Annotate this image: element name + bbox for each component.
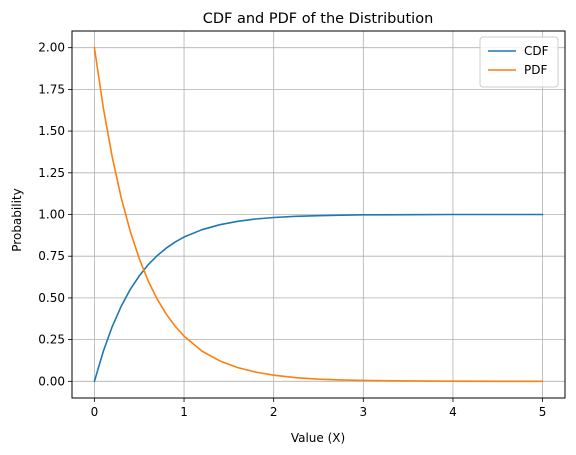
y-tick-label: 0.00 xyxy=(38,374,65,388)
series-line-pdf xyxy=(93,46,544,383)
y-tick-label: 1.50 xyxy=(38,124,65,138)
y-tick-label: 2.00 xyxy=(38,41,65,55)
legend-label-cdf: CDF xyxy=(524,44,549,58)
y-tick-label: 1.25 xyxy=(38,166,65,180)
x-tick-label: 5 xyxy=(539,405,547,419)
y-axis-ticks: 0.00 0.25 0.50 0.75 1.00 1.25 1.50 1.75 2.00 xyxy=(38,41,72,388)
y-tick-label: 0.50 xyxy=(38,291,65,305)
chart-title: CDF and PDF of the Distribution xyxy=(203,11,434,27)
y-tick-label: 1.75 xyxy=(38,82,65,96)
x-axis-label: Value (X) xyxy=(291,431,345,445)
y-axis-label: Probability xyxy=(10,188,24,251)
legend-label-pdf: PDF xyxy=(524,63,547,77)
legend-box xyxy=(479,36,559,88)
x-tick-label: 4 xyxy=(449,405,457,419)
x-tick-label: 3 xyxy=(359,405,367,419)
x-tick-label: 1 xyxy=(180,405,188,419)
x-tick-label: 0 xyxy=(91,405,99,419)
y-tick-label: 0.25 xyxy=(38,333,65,347)
y-tick-label: 0.75 xyxy=(38,249,65,263)
legend: CDF PDF xyxy=(479,36,559,88)
plot-area xyxy=(71,30,566,399)
x-axis-ticks: 0 1 2 3 4 5 xyxy=(91,398,547,419)
x-tick-label: 2 xyxy=(270,405,278,419)
series-layer xyxy=(93,46,544,383)
y-tick-label: 1.00 xyxy=(38,208,65,222)
series-line-cdf xyxy=(93,213,544,383)
